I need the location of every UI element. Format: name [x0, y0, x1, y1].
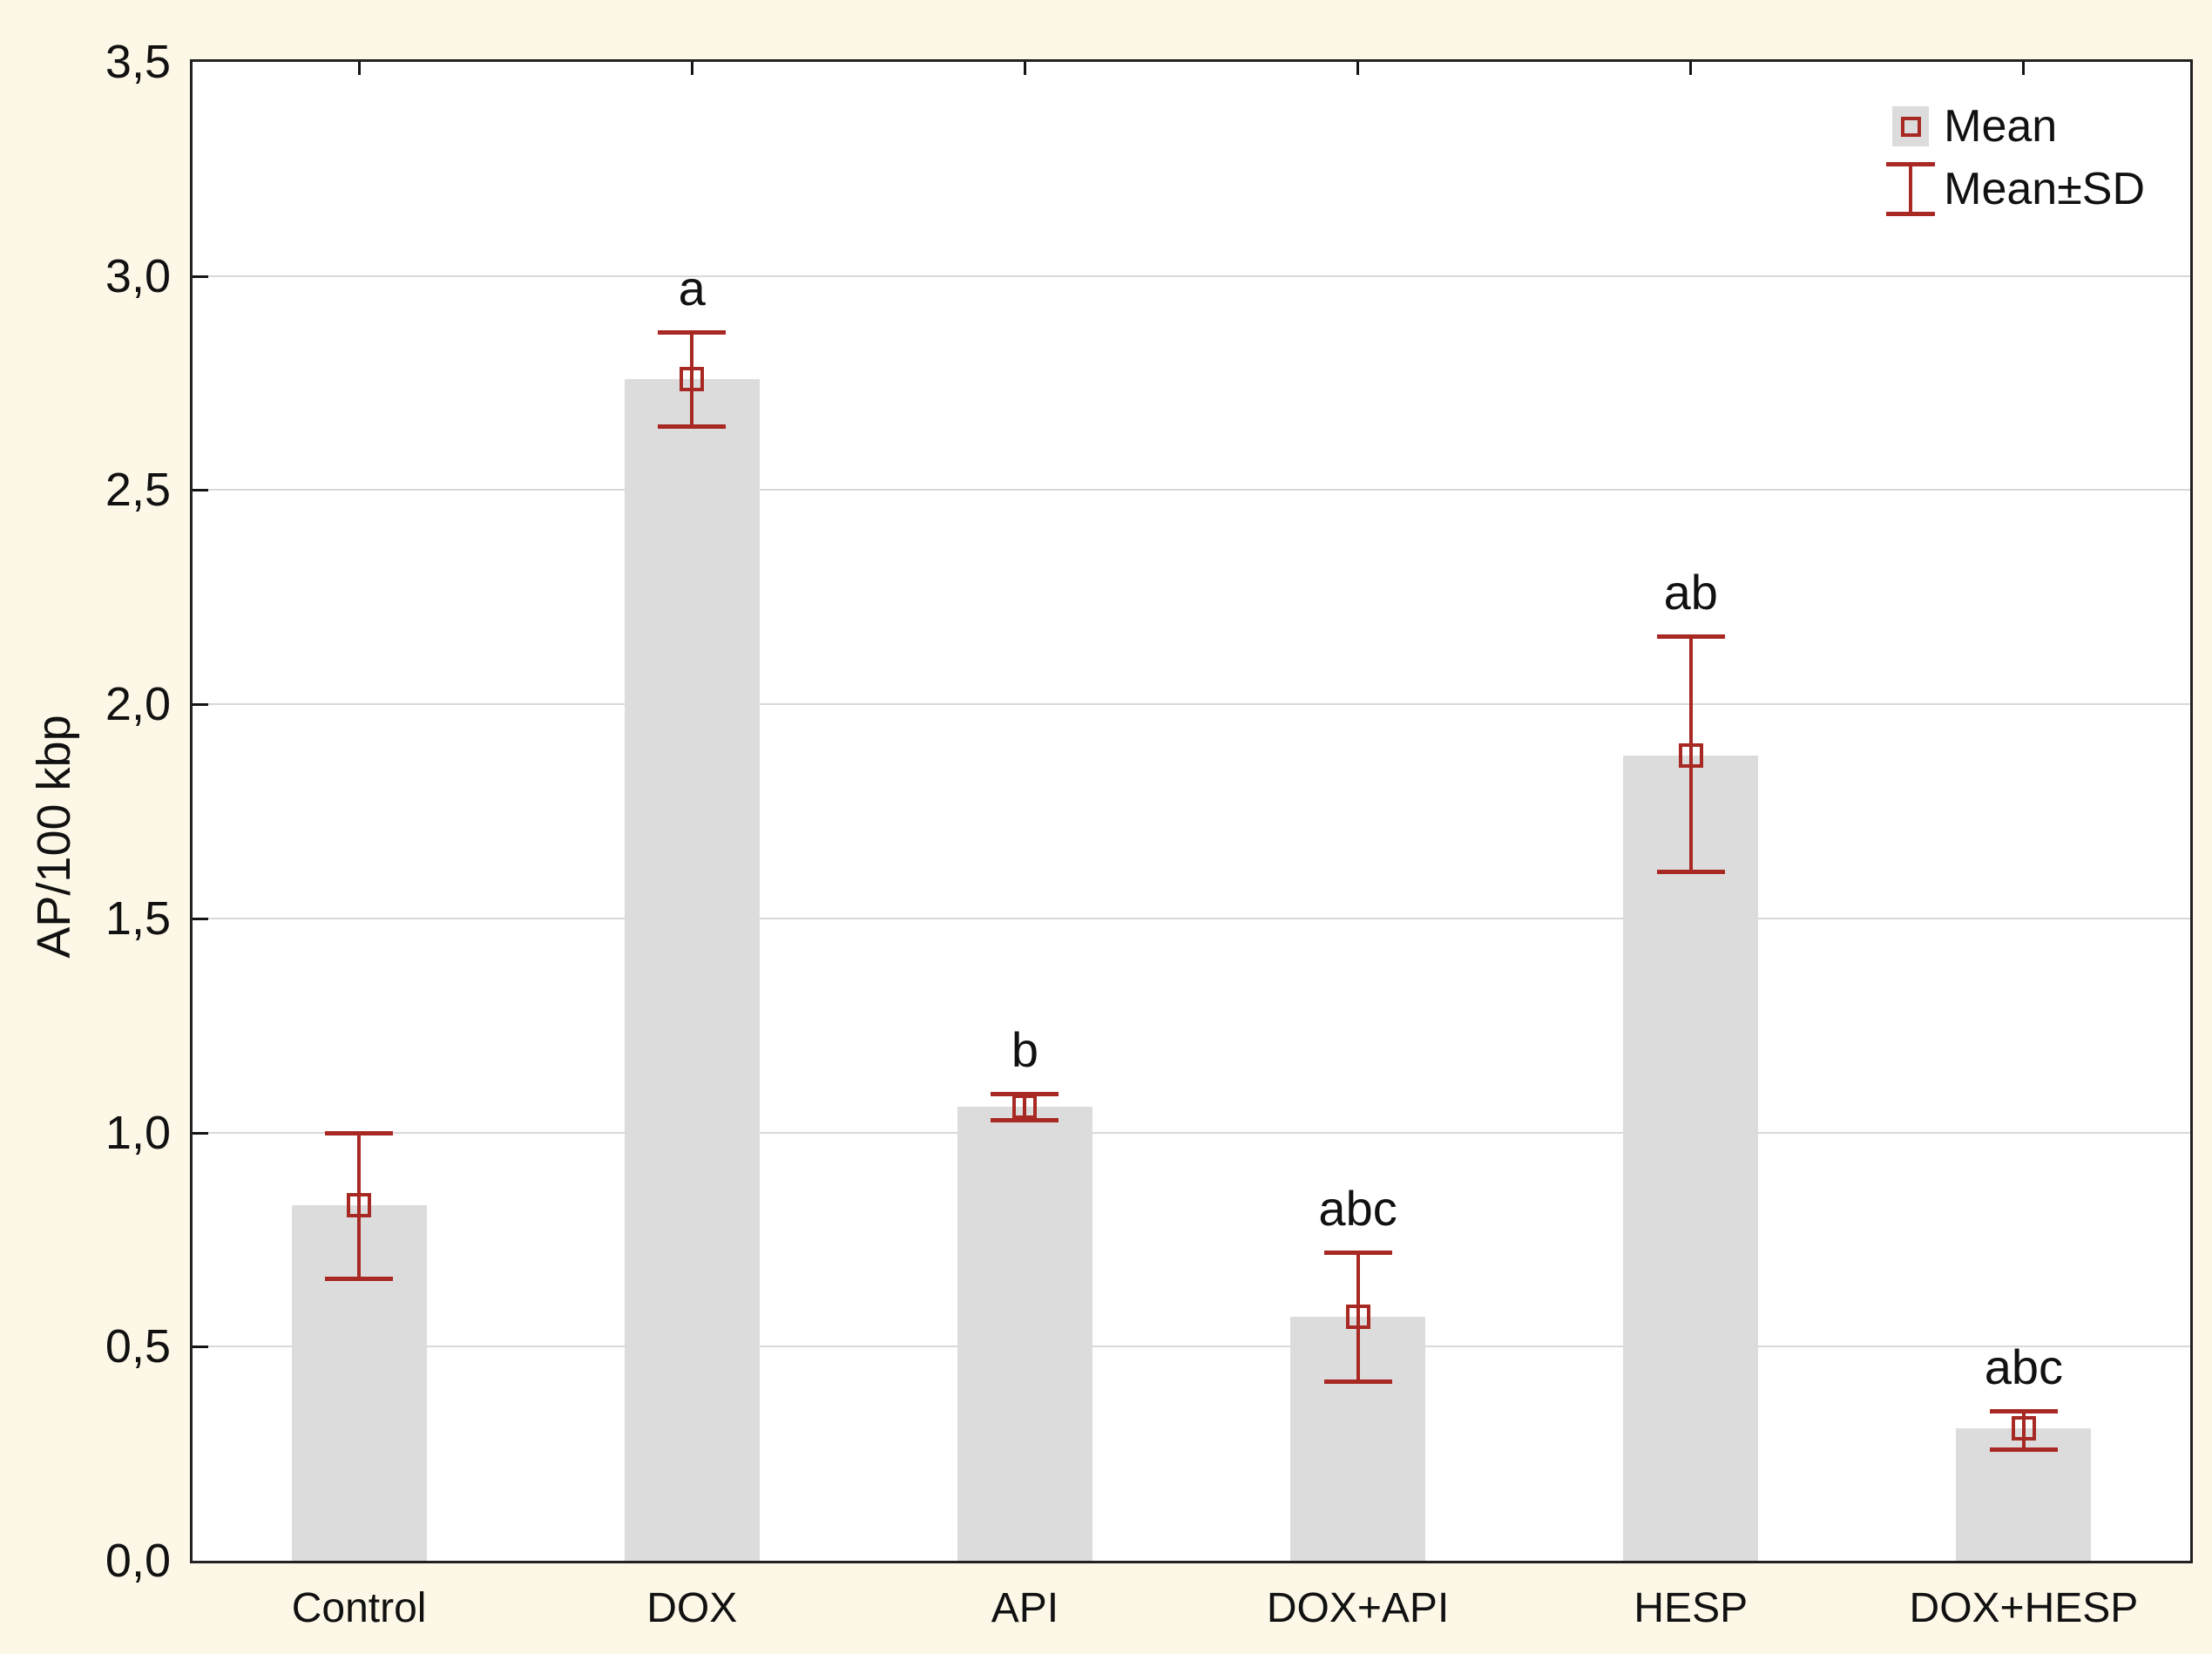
- y-tick-label: 2,0: [105, 678, 171, 731]
- mean-marker-DOX+API: [1345, 1304, 1370, 1329]
- x-tick-label-DOX+API: DOX+API: [1266, 1585, 1450, 1631]
- plot-area: Mean Mean±SD a b abc ab abc: [190, 59, 2193, 1563]
- error-bar-cap-bottom-HESP: [1656, 869, 1725, 874]
- x-axis-tick-top: [1689, 62, 1693, 75]
- y-tick-label: 1,5: [105, 891, 171, 945]
- error-bar-line-API: [1023, 1094, 1027, 1120]
- error-bar-cap-top-HESP: [1656, 634, 1725, 639]
- bar-HESP: [1623, 756, 1759, 1561]
- x-axis-tick-top: [1356, 62, 1360, 75]
- x-axis-tick-top: [357, 62, 361, 75]
- error-bar-cap-top-DOX+API: [1323, 1251, 1392, 1256]
- y-tick-label: 1,0: [105, 1106, 171, 1159]
- y-axis-tick: [193, 1131, 208, 1135]
- error-bar-cap-top-DOX+HESP: [1989, 1409, 2058, 1413]
- error-bar-line-DOX+API: [1356, 1252, 1360, 1381]
- y-tick-label: 2,5: [105, 464, 171, 517]
- sig-letter-DOX: a: [678, 260, 706, 315]
- y-axis-tick: [193, 917, 208, 920]
- mean-marker-icon: [1892, 106, 1930, 146]
- error-bar-cap-bottom-Control: [325, 1276, 394, 1281]
- bar-DOX: [624, 378, 760, 1561]
- sig-letter-HESP: ab: [1663, 564, 1718, 620]
- legend-item-mean: Mean: [1877, 95, 2145, 158]
- x-axis-tick-top: [1023, 62, 1026, 75]
- gridline-3,0: [193, 275, 2190, 277]
- legend-label-mean-sd: Mean±SD: [1944, 164, 2145, 214]
- x-tick-label-DOX+HESP: DOX+HESP: [1909, 1585, 2139, 1631]
- y-tick-label: 0,0: [105, 1535, 171, 1587]
- x-tick-label-HESP: HESP: [1634, 1585, 1749, 1631]
- error-bar-line-HESP: [1688, 635, 1693, 871]
- legend: Mean Mean±SD: [1877, 95, 2145, 220]
- error-bar-cap-top-DOX: [658, 329, 727, 335]
- error-bar-cap-bottom-DOX+HESP: [1989, 1447, 2058, 1453]
- y-axis-tick: [193, 703, 208, 707]
- bar-API: [957, 1107, 1092, 1561]
- mean-marker-DOX: [680, 366, 705, 391]
- sig-letter-DOX+HESP: abc: [1984, 1339, 2064, 1394]
- gridline-1,0: [193, 1131, 2190, 1134]
- mean-marker-DOX+HESP: [2011, 1415, 2036, 1440]
- y-axis-tick: [193, 275, 208, 278]
- x-axis-tick-top: [2022, 62, 2026, 75]
- error-bar-line-Control: [357, 1132, 362, 1278]
- mean-square-icon: [1900, 116, 1921, 137]
- x-tick-label-Control: Control: [291, 1585, 427, 1631]
- gridline-2,5: [193, 489, 2190, 491]
- y-tick-label: 3,0: [105, 249, 171, 302]
- x-tick-label-DOX: DOX: [646, 1585, 738, 1631]
- error-bar-line-DOX+HESP: [2021, 1411, 2026, 1450]
- gridline-0,5: [193, 1346, 2190, 1348]
- mean-marker-Control: [347, 1193, 372, 1218]
- sig-letter-API: b: [1011, 1022, 1038, 1078]
- y-axis-tick: [193, 1346, 208, 1349]
- error-bar-cap-top-API: [991, 1092, 1059, 1097]
- y-axis-title: AP/100 kbp: [28, 715, 80, 959]
- error-bar-icon: [1886, 162, 1936, 216]
- gridline-2,0: [193, 703, 2190, 706]
- error-bar-cap-bottom-API: [991, 1117, 1059, 1122]
- error-bar-cap-bottom-DOX: [658, 424, 727, 429]
- gridline-1,5: [193, 917, 2190, 919]
- mean-marker-API: [1012, 1095, 1038, 1120]
- x-tick-label-API: API: [991, 1585, 1059, 1631]
- y-tick-label: 3,5: [105, 36, 171, 88]
- x-axis-tick-top: [690, 62, 693, 75]
- error-bar-line-DOX: [690, 331, 694, 426]
- error-bar-cap-top-Control: [325, 1130, 394, 1135]
- legend-item-mean-sd: Mean±SD: [1877, 158, 2145, 220]
- y-axis-tick: [193, 489, 208, 492]
- mean-marker-HESP: [1678, 743, 1703, 769]
- error-bar-cap-bottom-DOX+API: [1323, 1379, 1392, 1384]
- y-tick-label: 0,5: [105, 1320, 171, 1373]
- legend-label-mean: Mean: [1944, 101, 2058, 152]
- sig-letter-DOX+API: abc: [1318, 1181, 1397, 1237]
